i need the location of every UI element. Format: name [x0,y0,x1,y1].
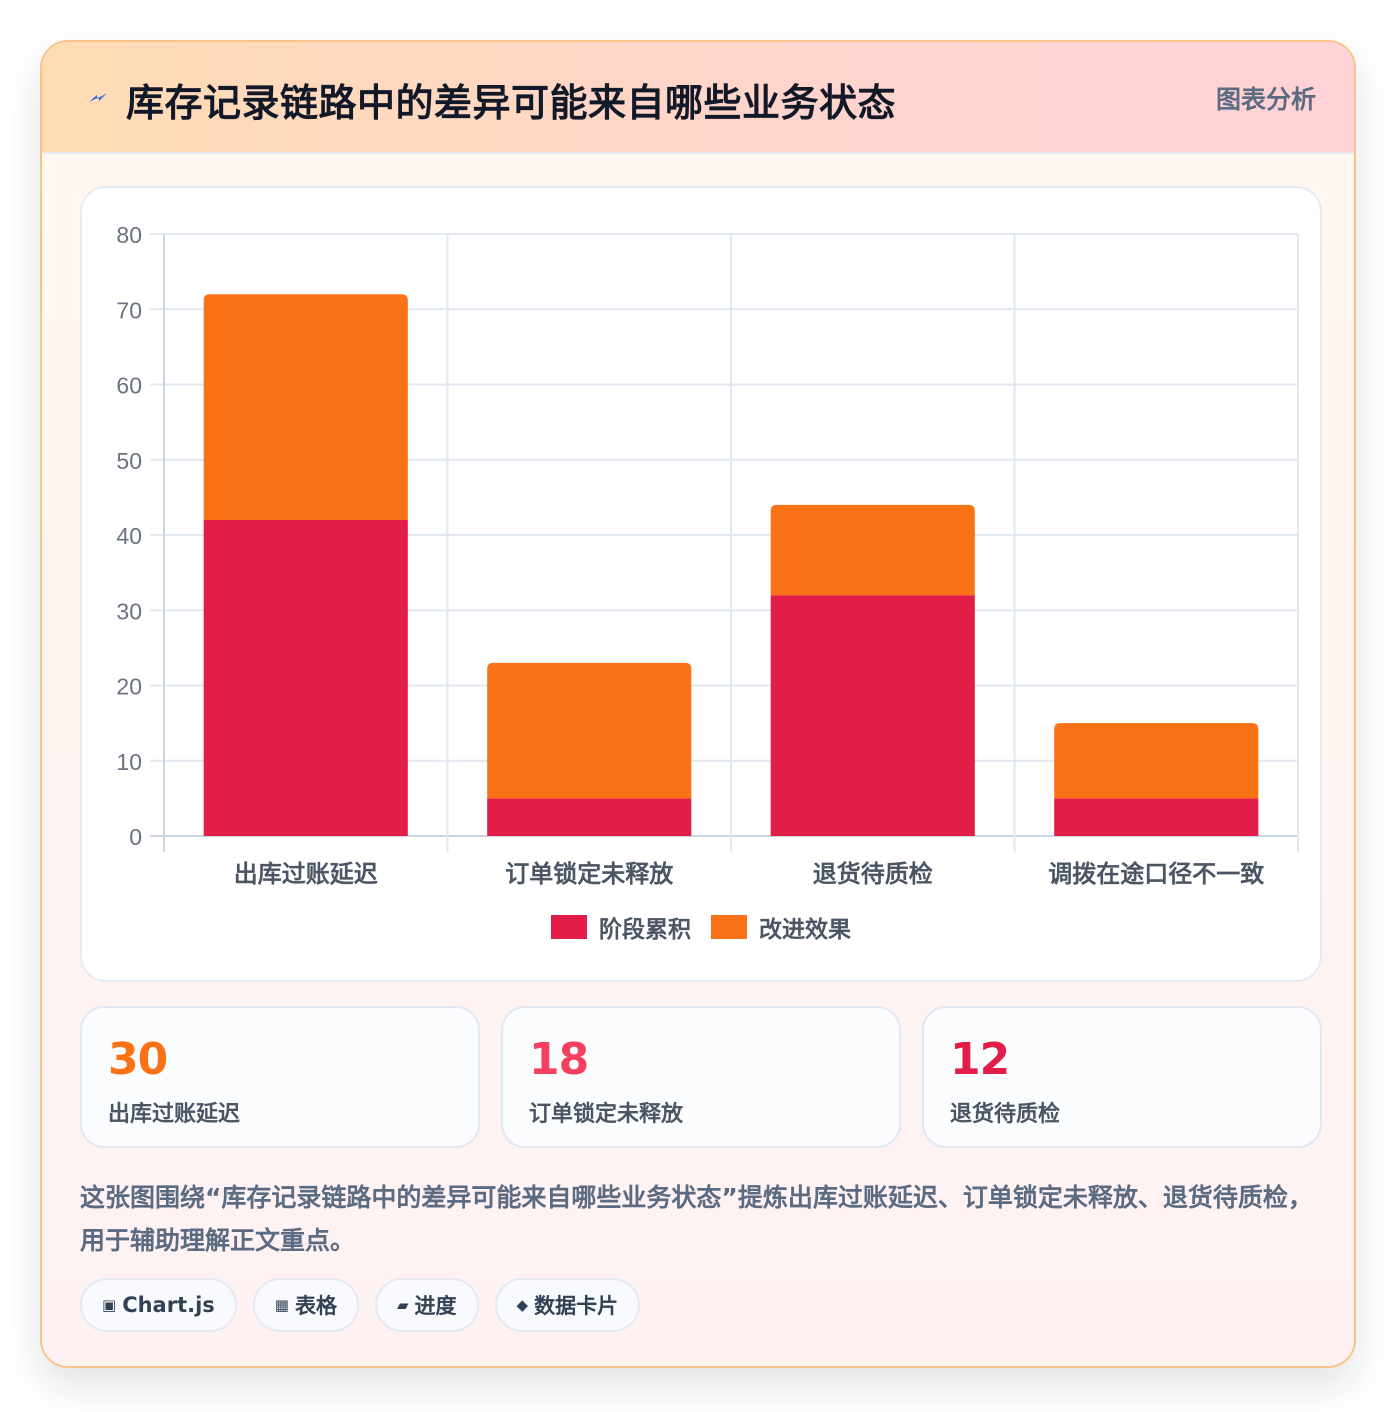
chart-panel: 0 10 20 30 40 50 60 70 80 出库过账延迟 订单锁定未释放 退货待质检 调拨在途口… [80,186,1322,982]
stacked-bar-chart: 0 10 20 30 40 50 60 70 80 出库过账延迟 订单锁定未释放 退货待质检 调拨在途口… [116,222,1299,888]
bar-segment [770,595,975,836]
chip-chartjs[interactable]: ▣ Chart.js [80,1278,237,1332]
stat-card-3: 12 退货待质检 [922,1006,1322,1148]
chip-data-card[interactable]: ◆ 数据卡片 [494,1278,641,1332]
bar-segment [203,294,408,520]
stat-value: 12 [950,1034,1010,1085]
stat-label: 订单锁定未释放 [529,1102,684,1127]
chip-label: Chart.js [122,1293,215,1317]
chip-table[interactable]: ▦ 表格 [252,1278,359,1332]
x-tick-label: 订单锁定未释放 [505,860,674,888]
legend-swatch-stage [551,915,587,939]
lightning-icon [89,93,107,102]
chart-analysis-tag: 图表分析 [1215,85,1316,114]
y-tick-label: 10 [116,749,142,775]
bar-segment [487,798,692,836]
stat-label: 退货待质检 [950,1102,1061,1127]
y-tick-label: 20 [116,674,142,700]
stat-card-1: 30 出库过账延迟 [80,1006,480,1148]
progress-icon: ▰ [396,1296,409,1314]
card-header: 库存记录链路中的差异可能来自哪些业务状态 图表分析 [42,42,1354,154]
x-tick-label: 调拨在途口径不一致 [1048,860,1265,888]
bar-segment [770,504,975,596]
legend-item-improvement[interactable]: 改进效果 [711,910,851,944]
stat-cards: 30 出库过账延迟 18 订单锁定未释放 12 退货待质检 [80,1006,1322,1150]
chart-description: 这张图围绕“库存记录链路中的差异可能来自哪些业务状态”提炼出库过账延迟、订单锁定… [80,1183,1313,1255]
chart-legend: 阶段累积 改进效果 [82,910,1320,944]
stat-label: 出库过账延迟 [108,1102,241,1127]
chip-label: 进度 [414,1294,457,1318]
chip-progress[interactable]: ▰ 进度 [374,1278,479,1332]
bar-segment [1054,723,1259,799]
legend-item-stage[interactable]: 阶段累积 [551,910,691,944]
legend-label-stage: 阶段累积 [599,917,691,943]
bar-segment [1054,798,1259,836]
card-icon: ◆ [516,1296,529,1314]
y-tick-label: 50 [116,448,142,474]
legend-label-improvement: 改进效果 [759,917,851,943]
y-tick-label: 40 [116,523,142,549]
bar-segment [487,662,692,799]
stat-value: 18 [529,1034,589,1085]
table-icon: ▦ [274,1296,289,1314]
chart-icon: ▣ [102,1296,117,1314]
chip-label: 表格 [294,1294,337,1318]
page-title: 库存记录链路中的差异可能来自哪些业务状态 [126,81,897,125]
legend-swatch-improvement [711,915,747,939]
y-tick-label: 60 [116,373,142,399]
bar-segment [203,519,408,836]
stat-value: 30 [108,1034,168,1085]
chart-card: 库存记录链路中的差异可能来自哪些业务状态 图表分析 0 10 20 30 40 50 60 7… [40,40,1356,1368]
chip-label: 数据卡片 [534,1294,619,1318]
tech-chips: ▣ Chart.js ▦ 表格 ▰ 进度 ◆ 数据卡片 [80,1278,641,1332]
y-tick-label: 70 [116,297,142,323]
y-tick-label: 80 [116,222,142,248]
stat-card-2: 18 订单锁定未释放 [501,1006,901,1148]
y-tick-label: 30 [116,598,142,624]
x-tick-label: 出库过账延迟 [234,860,378,888]
y-tick-label: 0 [129,824,142,850]
x-tick-label: 退货待质检 [813,860,933,888]
